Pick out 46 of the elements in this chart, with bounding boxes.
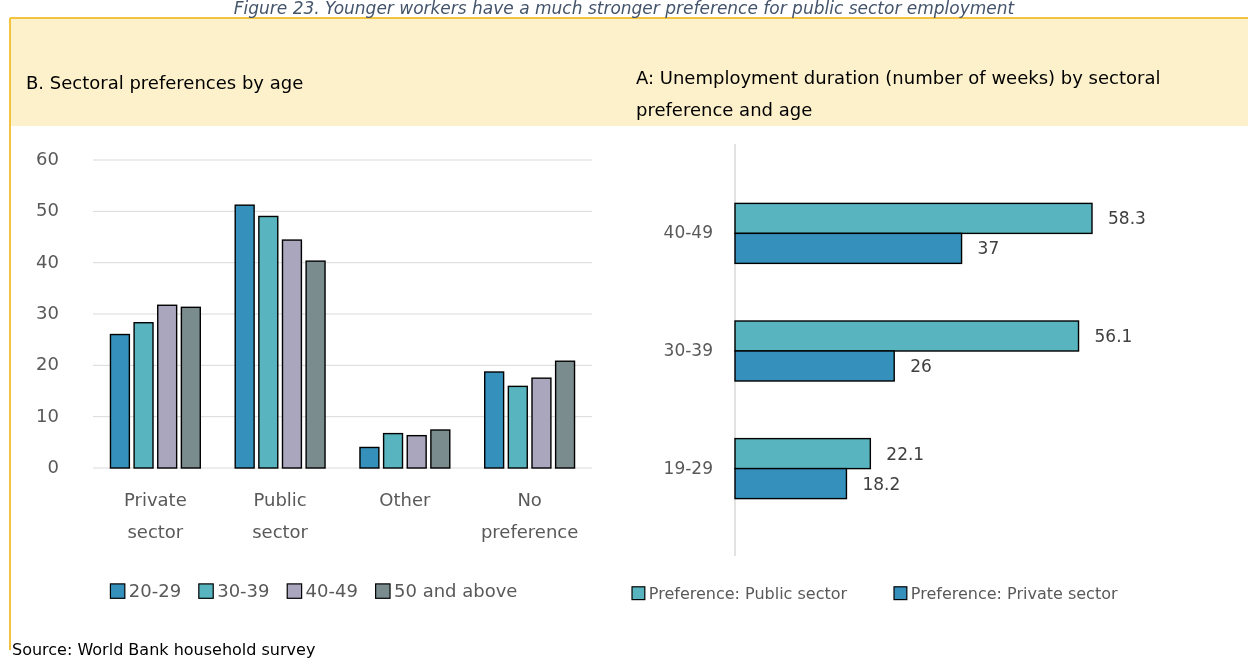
legend-label: 40-49 [305, 580, 358, 601]
y-tick-label: 50 [36, 199, 59, 221]
bar [234, 204, 255, 469]
bar [554, 360, 576, 469]
bar [406, 434, 427, 469]
legend-label: 50 and above [394, 580, 518, 601]
data-label: 22.1 [886, 443, 925, 464]
bar [133, 322, 154, 469]
data-label: 37 [977, 238, 1000, 259]
y-tick-label: 30-39 [663, 340, 713, 360]
legend-label: 20-29 [128, 580, 182, 601]
y-tick-label: 20 [36, 353, 59, 375]
x-tick-label: No preference [480, 489, 579, 542]
y-tick-label: 60 [36, 148, 59, 169]
bar [180, 306, 201, 469]
data-label: 26 [910, 356, 932, 376]
bar [109, 333, 131, 469]
chart-subtitle: B. Sectoral preferences by age [26, 72, 304, 93]
data-label: 18.2 [862, 473, 901, 494]
bar [359, 446, 380, 469]
chart-title: Figure 23. Younger workers have a much stronger preference for public sector employment [233, 0, 1016, 18]
y-tick-label: 40-49 [663, 222, 713, 243]
bar [531, 377, 552, 469]
bar [281, 239, 303, 469]
y-tick-label: 0 [47, 456, 59, 477]
source-note: Source: World Bank household survey [12, 640, 316, 659]
y-tick-label: 30 [36, 302, 59, 323]
bar [382, 432, 404, 469]
bar [430, 429, 451, 469]
data-label: 56.1 [1094, 326, 1133, 346]
legend-label: 30-39 [217, 580, 270, 601]
legend-label: Preference: Private sector [910, 583, 1118, 603]
data-label: 58.3 [1108, 208, 1146, 229]
chart-title: A: Unemployment duration (number of weeks) by sectoral preference and age [636, 67, 1161, 120]
bar [305, 260, 326, 469]
bar [157, 304, 178, 469]
x-tick-label: Public sector [252, 489, 309, 542]
bar [507, 385, 528, 469]
legend-label: Preference: Public sector [648, 583, 848, 603]
y-tick-label: 40 [36, 250, 59, 272]
y-tick-label: 19-29 [663, 457, 713, 478]
bar [484, 371, 505, 469]
x-tick-label: Other [379, 489, 432, 510]
y-tick-label: 10 [36, 404, 59, 426]
x-tick-label: Private sector [123, 489, 187, 542]
bar [258, 215, 279, 469]
